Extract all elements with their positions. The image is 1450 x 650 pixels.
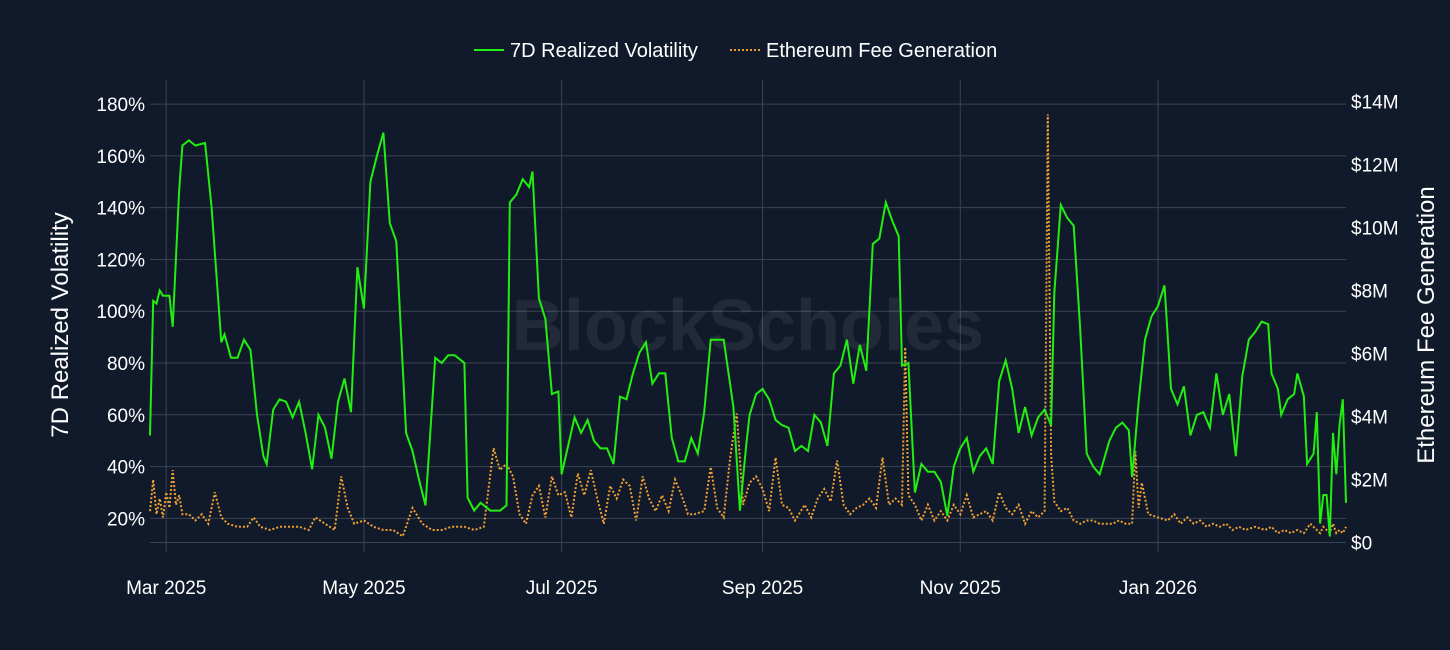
y-axis-left-title: 7D Realized Volatility bbox=[47, 212, 74, 437]
legend-item-fee-generation[interactable]: Ethereum Fee Generation bbox=[730, 40, 997, 62]
x-axis-ticks: Mar 2025 May 2025 Jul 2025 Sep 2025 Nov 2025… bbox=[126, 578, 1197, 599]
y-left-tick-label: 60% bbox=[107, 406, 145, 427]
gridlines bbox=[150, 80, 1346, 552]
series-line-realized-volatility bbox=[149, 132, 1347, 537]
y-right-tick-label: $2M bbox=[1351, 471, 1388, 492]
y-right-tick-label: $4M bbox=[1351, 408, 1388, 429]
y-left-tick-label: 100% bbox=[96, 302, 145, 323]
legend-item-realized-volatility[interactable]: 7D Realized Volatility bbox=[474, 40, 698, 62]
series-layer bbox=[149, 114, 1347, 538]
series-line-fee-generation bbox=[149, 114, 1347, 538]
y-left-tick-label: 180% bbox=[96, 95, 145, 116]
x-tick-label: Nov 2025 bbox=[920, 578, 1001, 599]
x-tick-label: Jul 2025 bbox=[526, 578, 598, 599]
x-tick-label: Sep 2025 bbox=[722, 578, 803, 599]
y-left-tick-label: 20% bbox=[107, 509, 145, 530]
y-left-tick-label: 80% bbox=[107, 354, 145, 375]
legend-label-realized-volatility: 7D Realized Volatility bbox=[510, 40, 698, 62]
x-tick-label: May 2025 bbox=[322, 578, 405, 599]
y-axis-right-title: Ethereum Fee Generation bbox=[1413, 186, 1440, 464]
legend[interactable]: 7D Realized Volatility Ethereum Fee Gene… bbox=[474, 40, 997, 62]
y-axis-right-ticks: $0 $2M $4M $6M $8M $10M $12M $14M bbox=[1351, 93, 1399, 555]
y-left-tick-label: 160% bbox=[96, 147, 145, 168]
x-tick-label: Jan 2026 bbox=[1119, 578, 1197, 599]
y-right-tick-label: $0 bbox=[1351, 534, 1372, 555]
y-right-tick-label: $14M bbox=[1351, 93, 1399, 114]
y-left-tick-label: 120% bbox=[96, 250, 145, 271]
x-tick-label: Mar 2025 bbox=[126, 578, 206, 599]
watermark: BlockScholes bbox=[512, 286, 984, 366]
y-axis-left-ticks: 20% 40% 60% 80% 100% 120% 140% 160% 180% bbox=[96, 95, 145, 530]
y-right-tick-label: $8M bbox=[1351, 282, 1388, 303]
y-right-tick-label: $10M bbox=[1351, 219, 1399, 240]
y-right-tick-label: $6M bbox=[1351, 345, 1388, 366]
legend-label-fee-generation: Ethereum Fee Generation bbox=[766, 40, 997, 62]
y-left-tick-label: 40% bbox=[107, 458, 145, 479]
y-left-tick-label: 140% bbox=[96, 199, 145, 220]
y-right-tick-label: $12M bbox=[1351, 156, 1399, 177]
